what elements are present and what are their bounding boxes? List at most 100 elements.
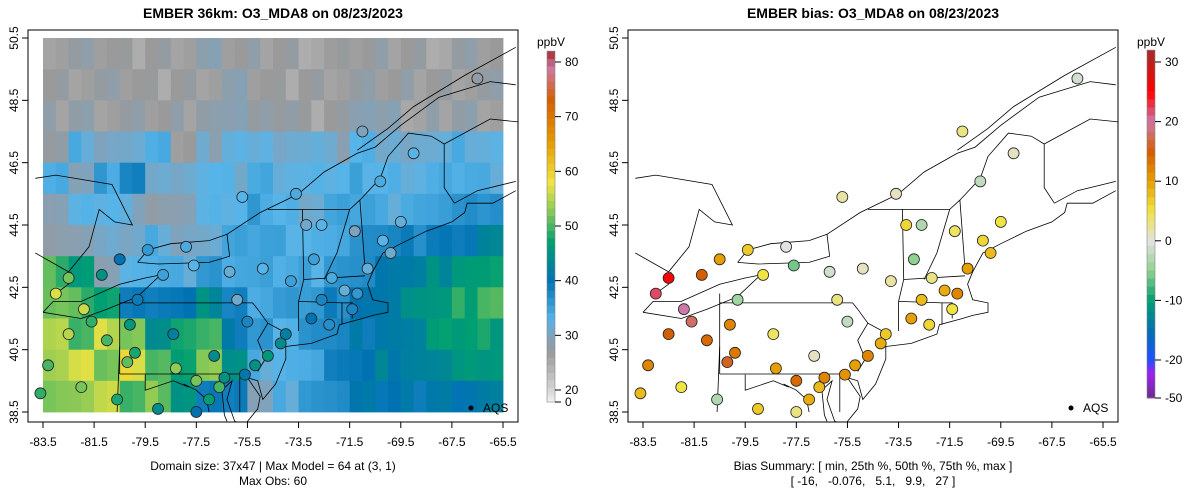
model-grid-cell bbox=[234, 396, 248, 413]
model-grid-cell bbox=[413, 256, 427, 273]
model-grid-cell bbox=[209, 302, 223, 319]
aqs-site-marker bbox=[946, 303, 959, 316]
model-grid-cell bbox=[451, 115, 466, 132]
state-boundary bbox=[857, 322, 869, 372]
aqs-site-marker bbox=[808, 349, 821, 362]
model-grid-cell bbox=[324, 225, 338, 241]
aqs-site-marker bbox=[279, 328, 292, 341]
model-grid-cell bbox=[273, 380, 287, 397]
model-grid-cell bbox=[490, 334, 504, 351]
model-grid-cell bbox=[68, 84, 82, 101]
model-grid-cell bbox=[170, 396, 184, 413]
colorbar-segment bbox=[547, 230, 555, 239]
model-grid-cell bbox=[132, 147, 146, 164]
aqs-site-marker bbox=[813, 381, 826, 394]
model-grid-cell bbox=[490, 287, 504, 304]
model-grid-cell bbox=[68, 178, 82, 195]
model-grid-cell bbox=[273, 162, 287, 179]
model-grid-cell bbox=[311, 334, 325, 351]
model-grid-cell bbox=[324, 240, 338, 257]
y-tick-label: 44.5 bbox=[7, 213, 21, 237]
model-grid-cell bbox=[119, 69, 133, 86]
colorbar-segment bbox=[1147, 253, 1155, 263]
aqs-site-marker bbox=[938, 284, 951, 297]
model-grid-cell bbox=[132, 193, 146, 210]
model-grid-cell bbox=[426, 271, 440, 288]
aqs-site-marker bbox=[649, 287, 662, 300]
y-tick-label: 44.5 bbox=[607, 213, 621, 237]
model-grid-cell bbox=[273, 193, 287, 210]
model-grid-cell bbox=[375, 302, 389, 319]
aqs-site-marker bbox=[218, 371, 231, 384]
model-grid-cell bbox=[336, 380, 351, 397]
model-grid-cell bbox=[119, 178, 133, 195]
model-grid-cell bbox=[209, 53, 223, 70]
left-subtitle-line2: Max Obs: 60 bbox=[239, 474, 307, 488]
model-grid-cell bbox=[311, 380, 325, 397]
model-grid-cell bbox=[43, 178, 57, 195]
colorbar-segment bbox=[547, 178, 555, 187]
chesapeake-bay bbox=[221, 379, 236, 422]
colorbar-segment bbox=[1147, 392, 1155, 395]
model-grid-cell bbox=[477, 334, 491, 351]
aqs-site-marker bbox=[915, 219, 928, 231]
model-grid-cell bbox=[400, 115, 414, 132]
model-grid-cell bbox=[349, 147, 363, 164]
model-grid-cell bbox=[247, 334, 261, 351]
model-grid-cell bbox=[221, 334, 236, 351]
model-grid-cell bbox=[388, 147, 402, 164]
model-grid-cell bbox=[375, 256, 389, 273]
colorbar-segment bbox=[547, 51, 555, 60]
model-grid-cell bbox=[81, 209, 95, 226]
model-grid-cell bbox=[145, 256, 159, 273]
model-grid-cell bbox=[183, 100, 197, 117]
model-grid-cell bbox=[413, 380, 427, 397]
state-boundary bbox=[298, 209, 305, 331]
model-grid-cell bbox=[55, 256, 69, 273]
model-grid-cell bbox=[145, 178, 159, 195]
model-grid-cell bbox=[55, 162, 69, 179]
y-tick-label: 48.5 bbox=[7, 88, 21, 112]
model-grid-cell bbox=[106, 209, 121, 226]
model-grid-cell bbox=[55, 225, 69, 241]
aqs-site-marker bbox=[915, 293, 928, 306]
colorbar-segment bbox=[547, 237, 555, 246]
model-grid-cell bbox=[132, 318, 146, 335]
model-grid-cell bbox=[132, 380, 146, 397]
aqs-site-marker bbox=[78, 303, 90, 316]
model-grid-cell bbox=[106, 193, 121, 210]
x-tick-label: -73.5 bbox=[285, 435, 313, 449]
model-grid-cell bbox=[43, 240, 57, 257]
model-grid-cell bbox=[170, 380, 184, 397]
model-grid-cell bbox=[273, 147, 287, 164]
model-grid-cell bbox=[260, 302, 274, 319]
model-grid-cell bbox=[145, 38, 159, 54]
model-grid-cell bbox=[260, 69, 274, 86]
model-grid-cell bbox=[234, 53, 248, 70]
map-content bbox=[34, 38, 518, 422]
aqs-site-marker bbox=[157, 268, 170, 281]
state-boundary bbox=[144, 374, 189, 391]
model-grid-cell bbox=[388, 256, 402, 273]
model-grid-cell bbox=[490, 53, 504, 70]
model-grid-cell bbox=[375, 396, 389, 413]
model-grid-cell bbox=[209, 318, 223, 335]
model-grid-cell bbox=[285, 240, 299, 257]
colorbar-segment bbox=[1147, 139, 1155, 149]
model-grid-cell bbox=[183, 302, 197, 319]
model-grid-cell bbox=[375, 271, 389, 288]
model-grid-cell bbox=[426, 334, 440, 351]
model-grid-cell bbox=[170, 209, 184, 226]
colorbar-frame bbox=[546, 50, 556, 403]
colorbar-segment bbox=[1147, 380, 1155, 383]
model-grid-cell bbox=[81, 147, 95, 164]
model-grid-cell bbox=[349, 209, 363, 226]
model-grid-cell bbox=[81, 365, 95, 382]
colorbar-segment bbox=[1147, 164, 1155, 173]
model-grid-cell bbox=[260, 131, 274, 148]
model-grid-cell bbox=[349, 349, 363, 366]
model-grid-cell bbox=[158, 178, 172, 195]
model-grid-cell bbox=[55, 100, 69, 117]
model-grid-cell bbox=[55, 69, 69, 86]
model-grid-cell bbox=[183, 162, 197, 179]
